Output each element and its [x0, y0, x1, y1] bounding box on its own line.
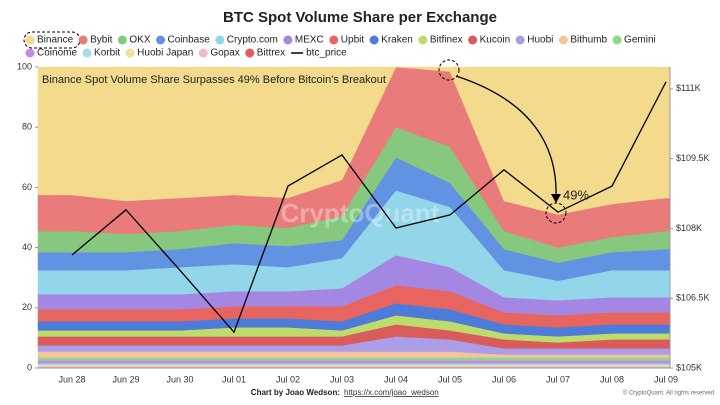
legend-item: Bitfinex — [418, 35, 463, 46]
legend-label: Bithumb — [570, 35, 607, 46]
x-tick-label: Jun 28 — [58, 374, 85, 384]
x-tick-label: Jun 29 — [112, 374, 139, 384]
chart-title: BTC Spot Volume Share per Exchange — [223, 9, 497, 26]
legend-swatch — [78, 35, 88, 45]
legend-label: Bybit — [90, 35, 112, 46]
legend-swatch — [82, 48, 92, 58]
x-tick-label: Jun 30 — [166, 374, 193, 384]
legend-swatch — [25, 35, 35, 45]
y-tick-label: 40 — [22, 242, 32, 252]
legend-label: Korbit — [94, 48, 120, 59]
x-tick-label: Jul 03 — [330, 374, 354, 384]
copyright: © CryptoQuant. All rights reserved — [623, 390, 714, 397]
legend-swatch — [215, 35, 225, 45]
legend-item: Huobi — [515, 35, 553, 46]
legend-swatch — [245, 48, 255, 58]
credit-link[interactable]: https://x.com/joao_wedson — [344, 388, 439, 397]
y-tick-label: 20 — [22, 302, 32, 312]
arrow-head — [551, 194, 561, 203]
legend-swatch — [25, 48, 35, 58]
area — [37, 357, 671, 361]
legend-swatch — [418, 35, 428, 45]
legend-label: Coinbase — [168, 35, 211, 46]
legend-label: MEXC — [295, 35, 324, 46]
legend-swatch — [558, 35, 568, 45]
legend-swatch — [117, 35, 127, 45]
legend-item: Kucoin — [468, 35, 510, 46]
legend: Binance Bybit OKX Coinbase Crypto.com MEXC Upb… — [25, 35, 656, 59]
legend-item: Kraken — [369, 35, 413, 46]
x-tick-label: Jul 09 — [654, 374, 678, 384]
legend-label: Huobi — [527, 35, 553, 46]
legend-swatch — [515, 35, 525, 45]
area — [37, 360, 671, 364]
legend-label: Bitfinex — [430, 35, 463, 46]
legend-label: Upbit — [341, 35, 365, 46]
legend-swatch — [156, 35, 165, 45]
watermark: CryptoQuant — [281, 198, 440, 228]
legend-label: Gopax — [210, 48, 239, 59]
highlight-circle — [438, 59, 460, 81]
y-tick-label: 100 — [17, 61, 32, 71]
arrow — [455, 75, 557, 201]
legend-swatch — [198, 48, 208, 58]
x-tick-label: Jul 05 — [438, 374, 462, 384]
overlay: 0 20 40 60 80 100 $105K $106.5K $108K $109.5K $111… — [17, 61, 710, 384]
legend-item: Bittrex — [245, 48, 285, 59]
legend-label: Huobi Japan — [137, 48, 193, 59]
legend-item: Gopax — [198, 48, 240, 59]
legend-item: btc_price — [291, 48, 347, 59]
x-tick-label: Jul 02 — [276, 374, 300, 384]
legend-label: Bittrex — [257, 48, 285, 59]
y-tick-label: 80 — [22, 122, 32, 132]
x-tick-label: Jul 08 — [600, 374, 624, 384]
legend-item: Binance — [25, 35, 74, 46]
legend-swatch — [369, 35, 379, 45]
legend-label: Crypto.com — [227, 35, 278, 46]
y-tick-label: 0 — [27, 362, 32, 372]
legend-item: Gemini — [612, 35, 656, 46]
y2-tick-label: $109.5K — [676, 153, 710, 163]
legend-label: Coinome — [37, 48, 77, 59]
legend-item: Bybit — [78, 35, 113, 46]
x-tick-label: Jul 07 — [546, 374, 570, 384]
legend-item: MEXC — [283, 35, 324, 46]
y2-tick-label: $105K — [676, 362, 702, 372]
legend-item: Coinome — [25, 48, 77, 59]
legend-label: Kraken — [381, 35, 413, 46]
x-tick-label: Jul 04 — [384, 374, 408, 384]
legend-item: Coinbase — [156, 35, 210, 46]
legend-swatch — [125, 48, 135, 58]
callout: 49% — [563, 187, 589, 202]
legend-item: OKX — [117, 35, 151, 46]
legend-swatch — [612, 35, 622, 45]
legend-label: btc_price — [306, 48, 347, 59]
y-tick-label: 60 — [22, 182, 32, 192]
legend-item: Bithumb — [558, 35, 607, 46]
legend-swatch — [468, 35, 478, 45]
legend-item: Crypto.com — [215, 35, 278, 46]
legend-item: Upbit — [329, 35, 364, 46]
y2-tick-label: $106.5K — [676, 293, 710, 303]
price-line — [71, 81, 667, 334]
legend-item: Huobi Japan — [125, 48, 193, 59]
legend-label: Gemini — [624, 35, 656, 46]
x-tick-label: Jul 01 — [222, 374, 246, 384]
legend-label: OKX — [129, 35, 150, 46]
x-tick-label: Jul 06 — [492, 374, 516, 384]
y2-tick-label: $111K — [676, 83, 701, 93]
annotation: Binance Spot Volume Share Surpasses 49% … — [42, 74, 386, 86]
credit: Chart by Joao Wedson: — [251, 388, 340, 397]
legend-swatch — [283, 35, 293, 45]
legend-swatch — [329, 35, 339, 45]
legend-label: Binance — [37, 35, 74, 46]
y2-tick-label: $108K — [676, 223, 702, 233]
legend-label: Kucoin — [480, 35, 511, 46]
legend-item: Korbit — [82, 48, 120, 59]
